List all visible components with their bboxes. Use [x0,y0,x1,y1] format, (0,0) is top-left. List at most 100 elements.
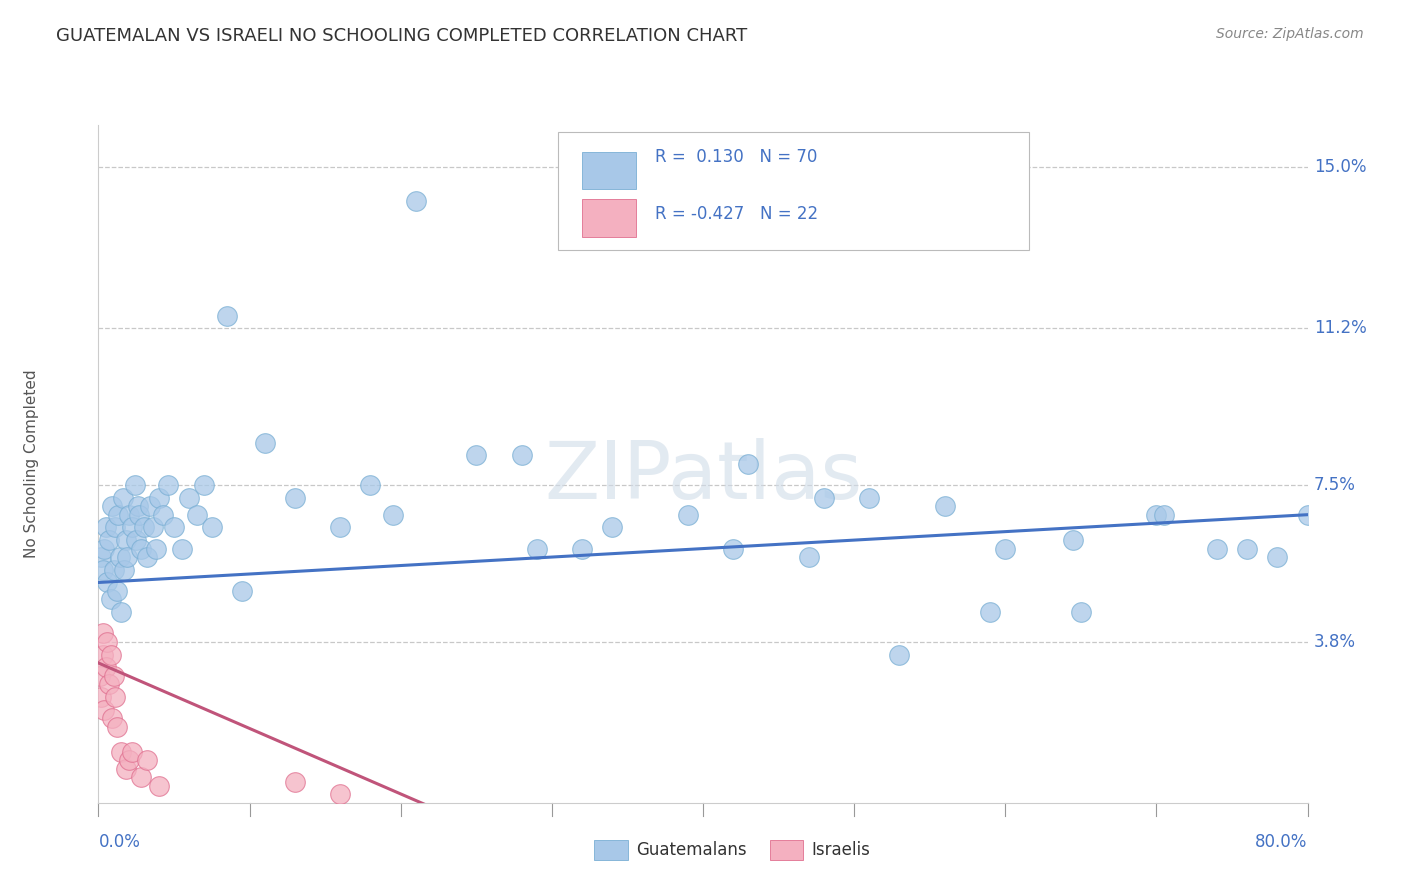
FancyBboxPatch shape [582,200,637,236]
Point [156,478,179,492]
Point [602,520,624,534]
Point [101,500,124,514]
Point [177,491,201,505]
Point [96,575,118,590]
Point [127,500,149,514]
Text: Guatemalans: Guatemalans [637,841,747,859]
Point [90,690,112,704]
Point [979,605,1001,619]
Point [91,563,114,577]
Point [571,541,593,556]
Text: R = -0.427   N = 22: R = -0.427 N = 22 [655,205,818,223]
Point [103,669,125,683]
Point [201,520,224,534]
FancyBboxPatch shape [582,152,637,189]
Point [1206,541,1229,556]
FancyBboxPatch shape [769,840,803,861]
Point [121,520,143,534]
Text: 7.5%: 7.5% [1313,476,1355,494]
Point [797,549,820,565]
Text: 11.2%: 11.2% [1313,319,1367,337]
Point [676,508,699,522]
Text: ZIPatlas: ZIPatlas [544,438,862,516]
Point [253,435,276,450]
Point [1236,541,1258,556]
Point [145,541,167,556]
Point [889,648,911,662]
Text: GUATEMALAN VS ISRAELI NO SCHOOLING COMPLETED CORRELATION CHART: GUATEMALAN VS ISRAELI NO SCHOOLING COMPL… [56,27,748,45]
Point [115,549,138,565]
Point [737,457,759,471]
Point [135,549,157,565]
Point [510,448,533,462]
Point [163,520,186,534]
Point [101,711,124,725]
Text: 15.0%: 15.0% [1313,158,1367,177]
Point [94,660,117,674]
Point [114,533,136,547]
Point [112,563,135,577]
Point [114,762,136,776]
Point [135,753,157,767]
Text: 0.0%: 0.0% [98,833,141,851]
Point [215,309,238,323]
Point [1296,508,1319,522]
Text: 80.0%: 80.0% [1256,833,1308,851]
Point [142,520,165,534]
Point [1265,549,1288,565]
Point [94,520,117,534]
Point [93,541,115,556]
Point [111,491,134,505]
Point [152,508,174,522]
Point [284,774,307,789]
Point [148,779,170,793]
Point [90,549,112,565]
Point [105,719,128,733]
Point [186,508,208,522]
Point [813,491,835,505]
Point [148,491,170,505]
Point [1062,533,1084,547]
Point [1144,508,1167,522]
Point [108,549,131,565]
Point [89,669,111,683]
Text: R =  0.130   N = 70: R = 0.130 N = 70 [655,148,817,166]
Point [105,583,128,598]
Point [129,541,152,556]
Point [465,448,488,462]
Point [994,541,1017,556]
Point [231,583,253,598]
Point [170,541,193,556]
Point [104,690,127,704]
Point [104,520,127,534]
Point [132,520,155,534]
Text: Source: ZipAtlas.com: Source: ZipAtlas.com [1216,27,1364,41]
Point [382,508,405,522]
Point [98,677,121,691]
FancyBboxPatch shape [558,132,1029,251]
Point [110,745,132,759]
Point [107,508,129,522]
Point [193,478,215,492]
Point [1070,605,1092,619]
Point [118,753,141,767]
Point [284,491,307,505]
Point [721,541,744,556]
Point [526,541,548,556]
Point [124,478,146,492]
Point [1153,508,1175,522]
Text: 3.8%: 3.8% [1313,632,1355,651]
Point [139,500,162,514]
Text: Israelis: Israelis [811,841,870,859]
Point [100,648,122,662]
Text: No Schooling Completed: No Schooling Completed [24,369,39,558]
Point [405,194,427,208]
Point [125,533,148,547]
Point [110,605,132,619]
Point [93,703,115,717]
Point [360,478,382,492]
Point [128,508,150,522]
Point [103,563,125,577]
FancyBboxPatch shape [595,840,628,861]
Point [118,508,141,522]
